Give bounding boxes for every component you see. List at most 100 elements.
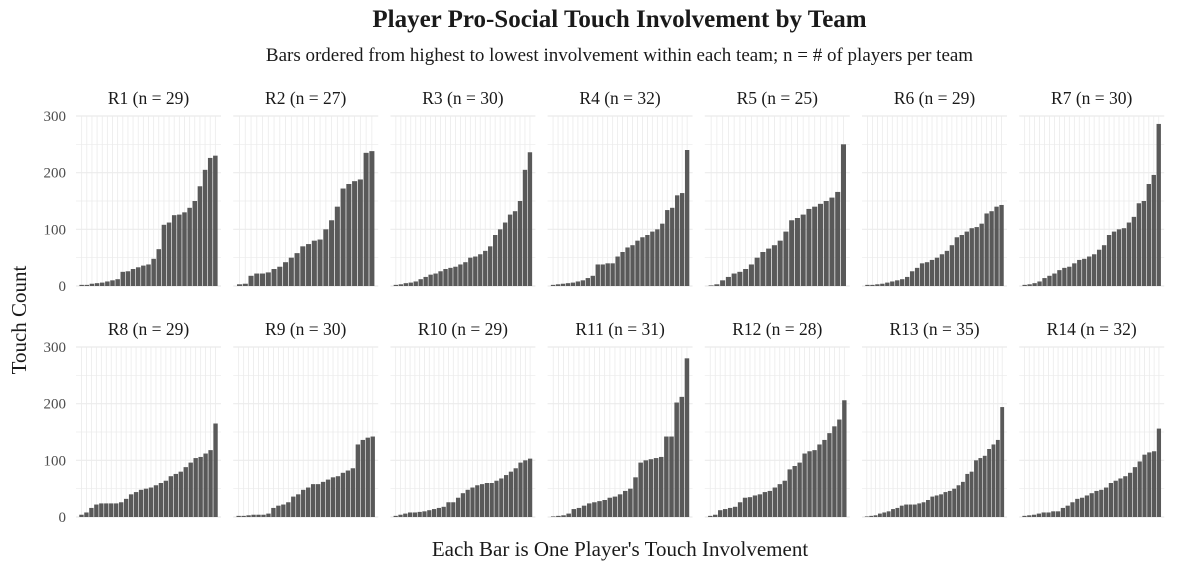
bar	[393, 515, 398, 517]
bar	[173, 473, 178, 517]
bar	[84, 512, 89, 517]
facet-label: R5 (n = 25)	[737, 88, 818, 108]
bar	[484, 483, 490, 517]
bar	[1108, 483, 1114, 517]
bar	[423, 276, 428, 286]
chart-panels: R1 (n = 29) 0 100 200 300 R2 (n = 27) R3 (n = …	[44, 88, 1165, 526]
bar	[1087, 256, 1092, 286]
chart-subtitle: Bars ordered from highest to lowest invo…	[265, 45, 974, 66]
bar	[323, 229, 329, 286]
bar	[478, 254, 483, 286]
bar	[94, 504, 99, 517]
bar	[954, 237, 960, 286]
bar	[508, 471, 514, 517]
bar	[119, 502, 124, 517]
x-axis-title: Each Bar is One Player's Touch Involveme…	[432, 537, 808, 561]
bar	[171, 215, 177, 286]
bar	[178, 471, 183, 517]
bar	[674, 402, 679, 517]
bar	[895, 280, 900, 286]
bar	[236, 515, 241, 517]
bar	[650, 231, 655, 286]
bar	[320, 481, 326, 517]
bar	[1094, 490, 1099, 517]
bar	[737, 271, 743, 286]
bar	[1127, 472, 1133, 517]
bar	[787, 469, 792, 517]
bar	[812, 206, 818, 286]
facet-label: R7 (n = 30)	[1051, 88, 1132, 108]
bar	[792, 466, 797, 517]
bar	[1041, 512, 1046, 517]
bar	[722, 509, 728, 517]
bar	[822, 439, 827, 517]
bar	[266, 513, 271, 517]
bar	[1070, 502, 1075, 517]
facet-label: R10 (n = 29)	[418, 319, 508, 339]
bar	[468, 257, 473, 286]
y-tick-label: 300	[44, 340, 67, 356]
bar	[503, 475, 509, 517]
bar	[141, 265, 146, 286]
bar	[1103, 487, 1109, 517]
facet-label: R4 (n = 32)	[579, 88, 660, 108]
bar	[1156, 123, 1161, 286]
bar	[964, 231, 969, 286]
bar	[823, 201, 829, 286]
bar	[782, 480, 787, 517]
bar	[870, 284, 875, 286]
bar	[357, 179, 363, 286]
bar	[607, 497, 613, 517]
bar	[812, 450, 817, 517]
bar	[817, 444, 822, 517]
bar	[311, 240, 317, 286]
bar	[783, 231, 789, 286]
bar	[135, 267, 141, 286]
bar	[829, 197, 835, 286]
bar	[908, 504, 913, 517]
bar	[802, 453, 807, 517]
bar	[79, 514, 84, 517]
bar	[148, 487, 154, 517]
bar	[620, 252, 625, 286]
bar	[806, 208, 812, 286]
bar	[306, 244, 312, 286]
bar	[939, 494, 943, 517]
bar	[1141, 201, 1147, 286]
facet-panel: R13 (n = 35)	[862, 319, 1007, 518]
bar	[555, 284, 561, 286]
bar	[465, 489, 470, 517]
bar	[109, 503, 114, 517]
bar	[479, 484, 485, 517]
facet-panel: R1 (n = 29) 0 100 200 300	[44, 88, 221, 295]
bar	[669, 436, 674, 517]
bar	[502, 222, 508, 286]
bar	[979, 223, 984, 286]
bar	[317, 239, 323, 286]
bar	[403, 513, 408, 517]
bar	[1022, 515, 1027, 517]
bar	[909, 271, 915, 286]
bar	[570, 282, 576, 286]
bar	[1046, 512, 1051, 517]
bar	[771, 245, 777, 286]
bar	[886, 511, 891, 517]
bar	[635, 240, 640, 286]
bar	[561, 515, 566, 517]
bar	[1156, 428, 1162, 517]
y-tick-label: 0	[59, 279, 67, 295]
bar	[1079, 497, 1085, 517]
bar	[300, 246, 306, 286]
bar	[94, 283, 100, 286]
bar	[625, 247, 630, 286]
bar	[527, 152, 533, 286]
y-tick-label: 300	[44, 109, 67, 125]
bar	[187, 207, 192, 286]
bar	[433, 273, 438, 286]
bar	[488, 246, 493, 286]
bar	[512, 211, 518, 286]
bar	[110, 280, 115, 286]
bar	[919, 263, 925, 286]
bar	[1037, 281, 1042, 286]
facet-label: R8 (n = 29)	[108, 319, 189, 339]
